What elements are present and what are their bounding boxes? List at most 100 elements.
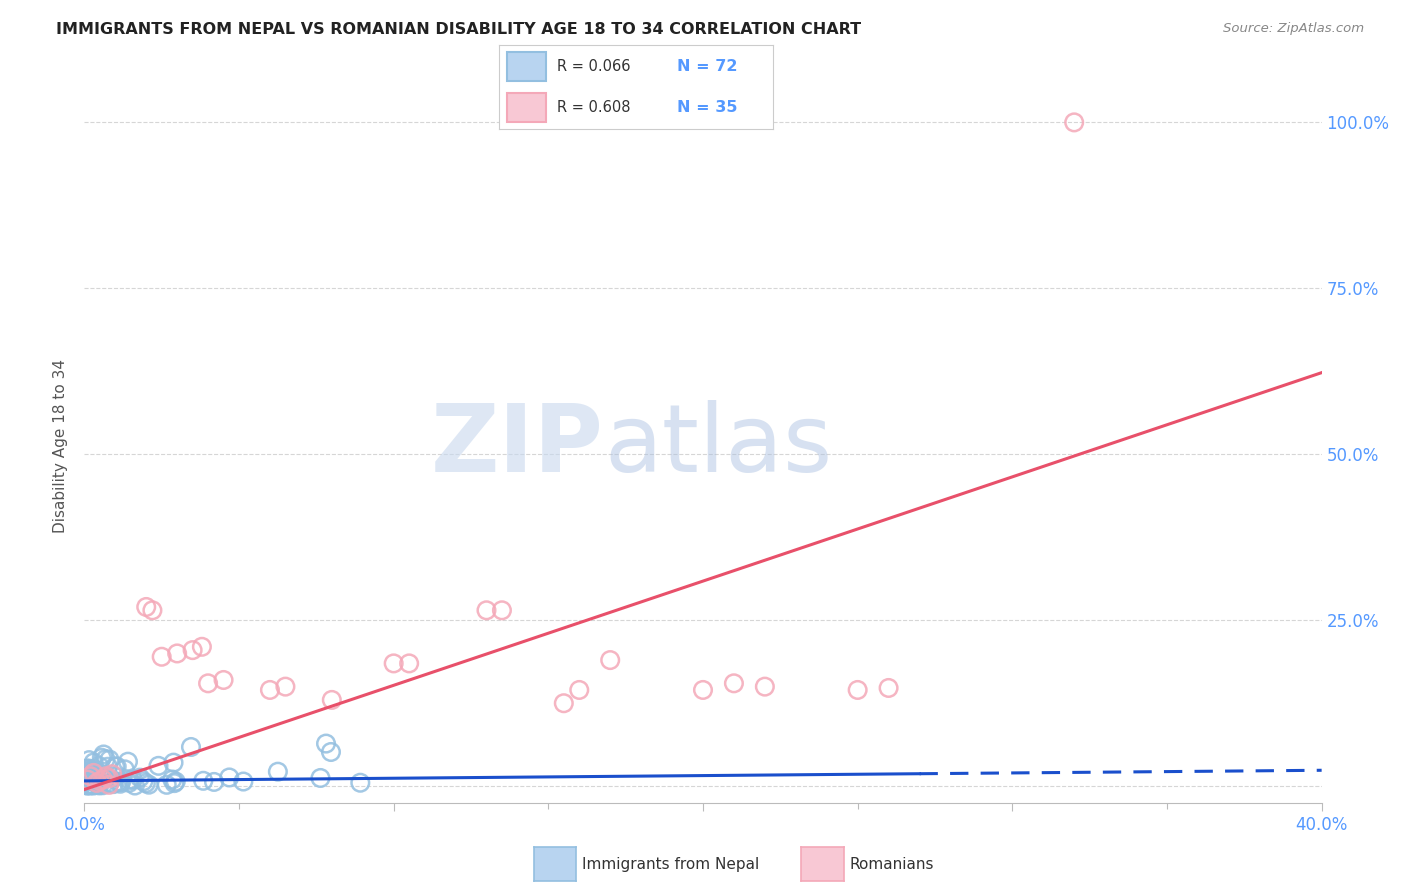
Point	[80, 770, 103, 784]
Point	[82, 772, 104, 786]
Point	[76, 772, 98, 787]
Point	[568, 682, 591, 697]
Point	[141, 603, 163, 617]
Point	[87, 759, 110, 773]
Point	[76, 774, 98, 789]
Point	[180, 739, 202, 754]
Point	[197, 676, 219, 690]
Point	[138, 778, 160, 792]
Point	[77, 762, 100, 776]
Text: R = 0.066: R = 0.066	[557, 59, 630, 74]
Point	[79, 771, 101, 785]
Point	[117, 755, 139, 769]
Point	[202, 775, 225, 789]
Point	[89, 773, 111, 788]
Point	[76, 779, 98, 793]
Point	[349, 776, 371, 790]
Point	[79, 769, 101, 783]
Point	[121, 772, 143, 787]
Point	[259, 682, 281, 697]
Point	[128, 771, 150, 785]
Point	[77, 764, 100, 779]
Point	[191, 640, 214, 654]
Point	[94, 771, 117, 785]
Point	[83, 766, 105, 780]
Point	[101, 767, 124, 781]
Point	[94, 769, 117, 783]
Point	[91, 772, 114, 787]
Point	[105, 759, 128, 773]
Point	[107, 774, 129, 789]
Point	[82, 778, 104, 792]
Point	[315, 737, 337, 751]
Point	[98, 778, 121, 792]
Point	[877, 681, 900, 695]
Bar	[508, 93, 546, 121]
Bar	[508, 53, 546, 81]
Text: atlas: atlas	[605, 400, 832, 492]
Point	[135, 776, 157, 790]
Y-axis label: Disability Age 18 to 34: Disability Age 18 to 34	[53, 359, 69, 533]
Point	[398, 657, 420, 671]
Point	[98, 776, 121, 790]
Text: R = 0.608: R = 0.608	[557, 100, 630, 115]
Point	[212, 673, 235, 687]
Text: IMMIGRANTS FROM NEPAL VS ROMANIAN DISABILITY AGE 18 TO 34 CORRELATION CHART: IMMIGRANTS FROM NEPAL VS ROMANIAN DISABI…	[56, 22, 862, 37]
Text: Romanians: Romanians	[849, 857, 934, 871]
Point	[83, 762, 105, 776]
Point	[692, 682, 714, 697]
Text: Immigrants from Nepal: Immigrants from Nepal	[582, 857, 759, 871]
Point	[83, 764, 105, 778]
Point	[73, 774, 96, 789]
Point	[162, 772, 184, 787]
Point	[181, 643, 204, 657]
Point	[156, 778, 179, 792]
Text: N = 35: N = 35	[678, 100, 738, 115]
Point	[723, 676, 745, 690]
Point	[309, 771, 332, 785]
Point	[110, 777, 132, 791]
Point	[232, 774, 254, 789]
Point	[475, 603, 498, 617]
Point	[104, 770, 127, 784]
Point	[114, 763, 136, 777]
Point	[98, 753, 121, 767]
Point	[76, 769, 98, 783]
Point	[162, 756, 184, 770]
Point	[103, 777, 125, 791]
Point	[76, 762, 98, 776]
Point	[97, 760, 120, 774]
Point	[274, 680, 297, 694]
Point	[124, 779, 146, 793]
Point	[86, 774, 108, 789]
Point	[599, 653, 621, 667]
Point	[87, 778, 110, 792]
Point	[846, 682, 869, 697]
Point	[110, 775, 132, 789]
Point	[84, 767, 107, 781]
Text: ZIP: ZIP	[432, 400, 605, 492]
Point	[86, 776, 108, 790]
Text: Source: ZipAtlas.com: Source: ZipAtlas.com	[1223, 22, 1364, 36]
Point	[319, 745, 342, 759]
Point	[118, 772, 141, 787]
Point	[150, 649, 173, 664]
Point	[76, 764, 98, 778]
Text: N = 72: N = 72	[678, 59, 738, 74]
Point	[135, 599, 157, 614]
Point	[76, 778, 98, 792]
Point	[267, 764, 290, 779]
Point	[86, 772, 108, 787]
Point	[75, 767, 97, 781]
Point	[382, 657, 405, 671]
Point	[491, 603, 513, 617]
Point	[91, 778, 114, 792]
Point	[90, 767, 112, 781]
Point	[94, 752, 117, 766]
Point	[754, 680, 776, 694]
Point	[98, 771, 121, 785]
Point	[104, 759, 127, 773]
Point	[76, 767, 98, 781]
Point	[148, 759, 170, 773]
Point	[163, 776, 186, 790]
